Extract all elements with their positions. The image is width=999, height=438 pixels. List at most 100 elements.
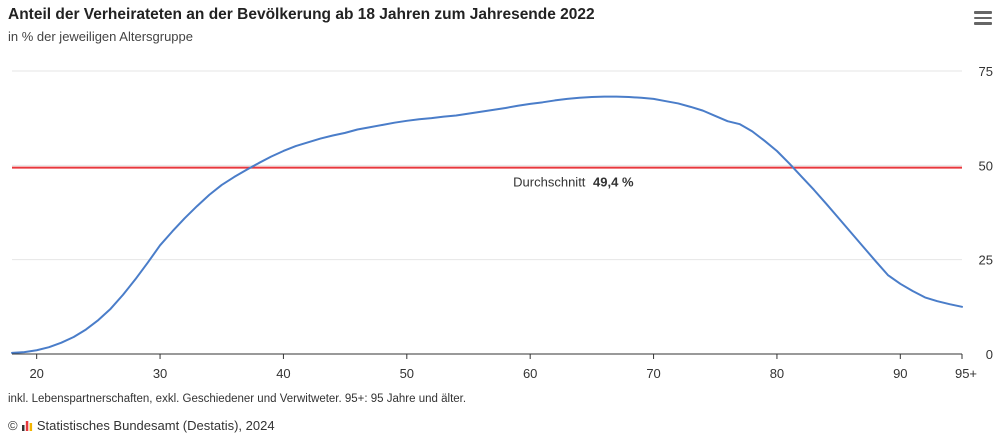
x-tick-label: 70 [646, 366, 660, 381]
data-point [517, 105, 519, 107]
data-point [147, 262, 149, 264]
data-point [246, 169, 248, 171]
data-point [196, 205, 198, 207]
data-point [357, 129, 359, 131]
series-line-group [11, 95, 963, 354]
data-point [344, 132, 346, 134]
data-point [961, 306, 963, 308]
data-point [295, 145, 297, 147]
data-point [320, 138, 322, 140]
average-label-value: 49,4 % [593, 175, 634, 190]
data-point [394, 122, 396, 124]
data-point [233, 176, 235, 178]
data-point [98, 319, 100, 321]
data-point [788, 163, 790, 165]
data-point [270, 156, 272, 158]
data-point [690, 106, 692, 108]
menu-bar [974, 11, 992, 14]
data-point [36, 349, 38, 351]
data-point [825, 203, 827, 205]
series-line [11, 95, 963, 354]
data-point [579, 97, 581, 99]
data-point [73, 336, 75, 338]
y-tick-label: 75 [979, 64, 993, 79]
data-point [443, 116, 445, 118]
data-point [332, 135, 334, 137]
data-point [900, 283, 902, 285]
source-text: Statistisches Bundesamt (Destatis), 2024 [36, 418, 275, 433]
average-label-prefix: Durchschnitt [513, 175, 586, 190]
axes [12, 353, 963, 359]
data-point [48, 346, 50, 348]
data-point [912, 290, 914, 292]
data-point [949, 303, 951, 305]
data-point [616, 96, 618, 98]
data-point [554, 100, 556, 102]
y-tick-label: 0 [986, 347, 993, 362]
data-point [85, 329, 87, 331]
data-point [566, 98, 568, 100]
data-point [764, 140, 766, 142]
line-chart: 0 25 50 75 20 30 40 50 60 70 80 90 95+ Durchschnitt… [11, 64, 993, 381]
data-point [135, 278, 137, 280]
data-point [714, 115, 716, 117]
data-point [505, 107, 507, 109]
grid-lines [12, 70, 962, 261]
x-tick-label: 50 [400, 366, 414, 381]
data-point [61, 342, 63, 344]
data-point [640, 97, 642, 99]
data-point [110, 308, 112, 310]
x-tick-label: 20 [29, 366, 43, 381]
data-point [776, 150, 778, 152]
data-point [591, 96, 593, 98]
y-tick-label: 25 [979, 253, 993, 268]
data-point [184, 217, 186, 219]
data-point [862, 246, 864, 248]
data-point [677, 103, 679, 105]
data-point [628, 96, 630, 98]
y-tick-labels: 0 25 50 75 [979, 64, 993, 362]
data-point [468, 113, 470, 115]
y-tick-label: 50 [979, 158, 993, 173]
source-credit: © Statistisches Bundesamt (Destatis), 20… [8, 418, 275, 433]
data-point [209, 194, 211, 196]
data-point [529, 103, 531, 105]
copyright-symbol: © [8, 418, 18, 433]
chart-subtitle: in % der jeweiligen Altersgruppe [8, 29, 193, 44]
data-point [283, 150, 285, 152]
data-point [801, 176, 803, 178]
data-point [937, 300, 939, 302]
data-point [665, 100, 667, 102]
data-point [702, 110, 704, 112]
x-tick-label: 40 [276, 366, 290, 381]
data-point [603, 96, 605, 98]
data-point [751, 131, 753, 133]
data-point [875, 260, 877, 262]
data-point [122, 294, 124, 296]
chart-title: Anteil der Verheirateten an der Bevölker… [8, 6, 595, 23]
average-label: Durchschnitt 49,4 % [513, 175, 634, 190]
data-point [11, 352, 13, 354]
x-tick-label: 90 [893, 366, 907, 381]
data-point [887, 274, 889, 276]
data-point [850, 232, 852, 234]
data-point [492, 109, 494, 111]
data-point [431, 117, 433, 119]
data-point [406, 120, 408, 122]
data-point [307, 142, 309, 144]
x-tick-label: 95+ [955, 366, 977, 381]
data-point [24, 351, 26, 353]
data-point [455, 115, 457, 117]
x-tick-labels: 20 30 40 50 60 70 80 90 95+ [29, 366, 977, 381]
hamburger-menu-icon[interactable] [974, 8, 992, 26]
menu-bar [974, 22, 992, 25]
data-point [369, 126, 371, 128]
footnote: inkl. Lebenspartnerschaften, exkl. Gesch… [8, 393, 467, 405]
data-point [480, 111, 482, 113]
data-point [653, 98, 655, 100]
data-point [221, 184, 223, 186]
data-point [159, 245, 161, 247]
data-point [418, 118, 420, 120]
data-point [381, 124, 383, 126]
data-point [172, 231, 174, 233]
